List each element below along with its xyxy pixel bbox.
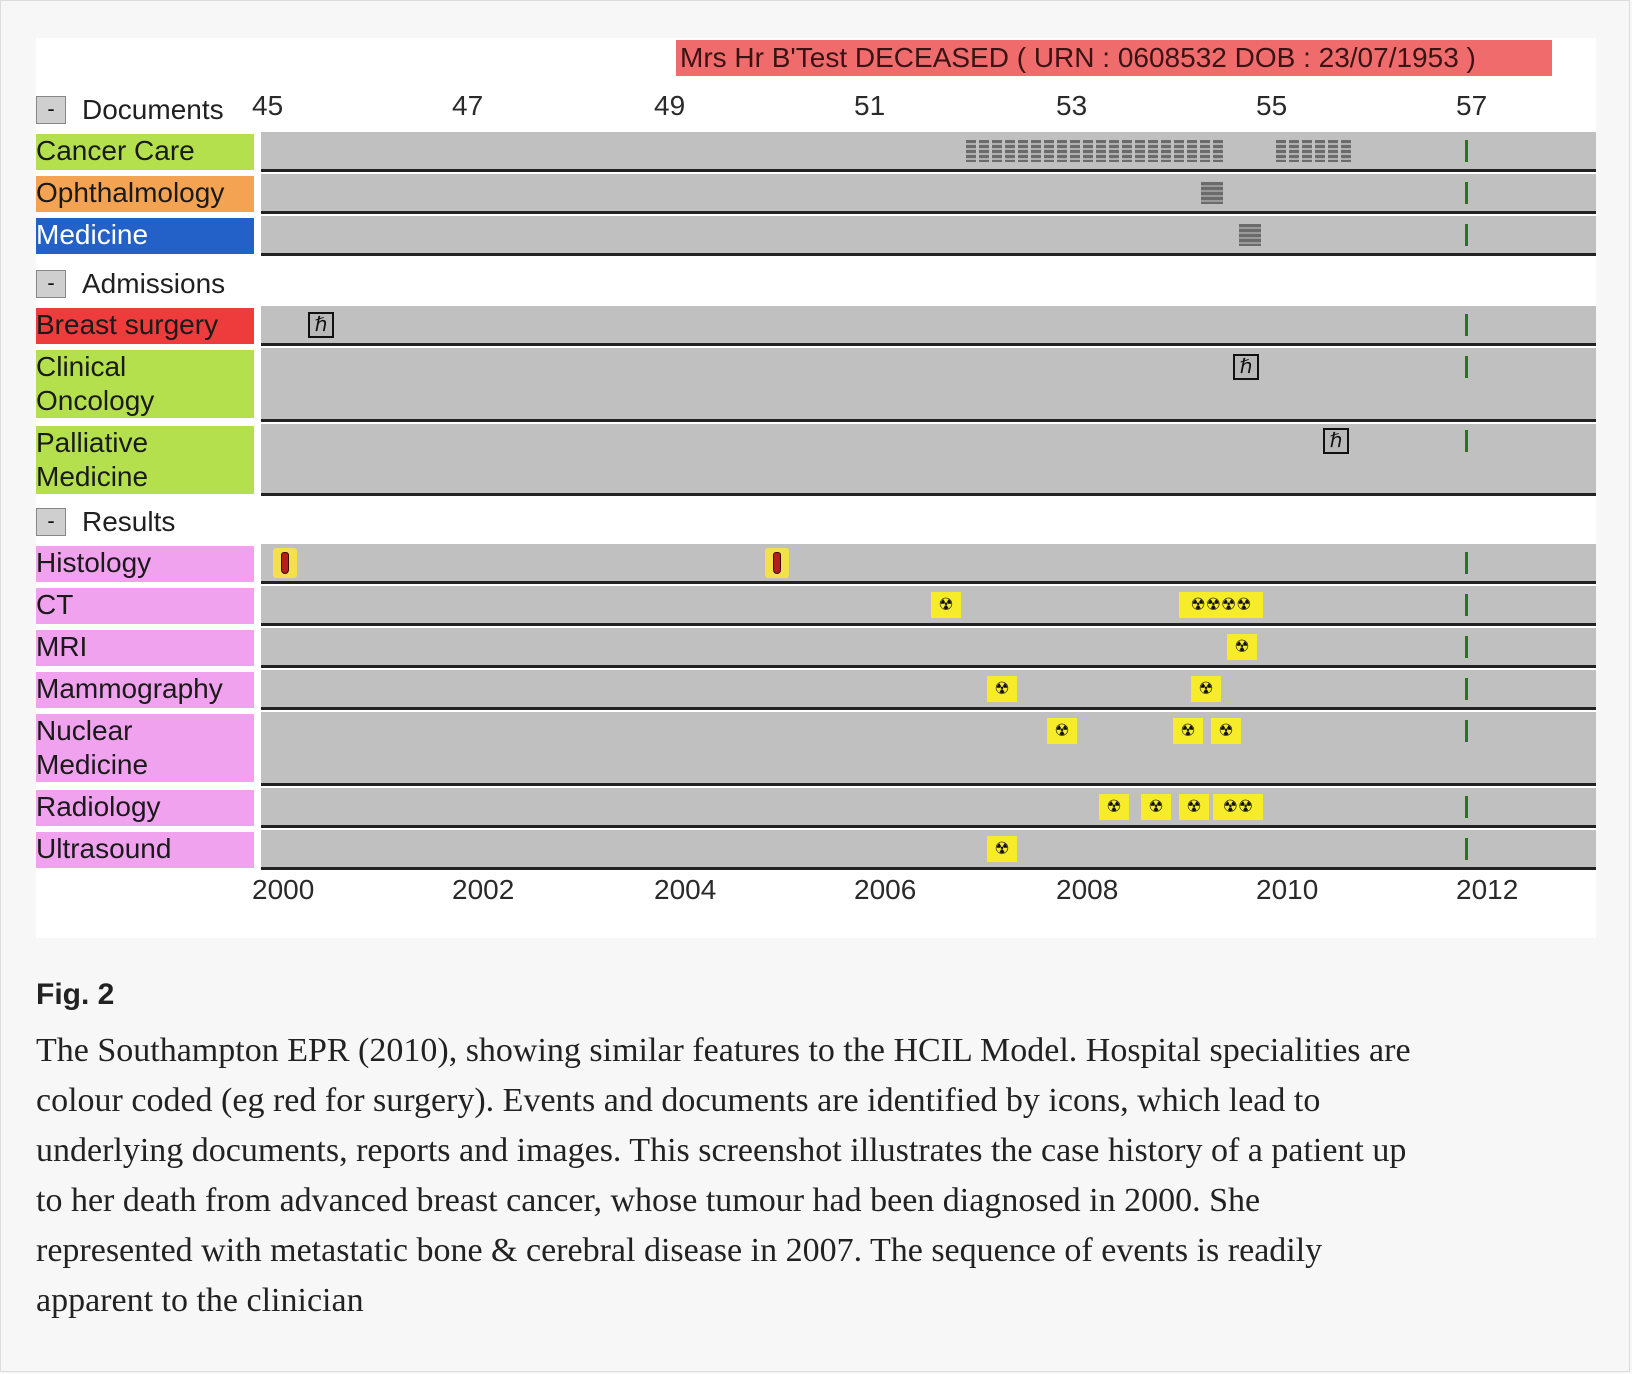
- document-icon[interactable]: [1239, 224, 1261, 246]
- row-label-line: Palliative: [36, 427, 149, 458]
- radiation-icon[interactable]: ☢: [1047, 718, 1077, 744]
- document-icon[interactable]: [1201, 182, 1223, 204]
- row-label-medicine: Medicine: [36, 218, 254, 254]
- sample-tube-icon[interactable]: [765, 548, 789, 578]
- row-label-radiology: Radiology: [36, 790, 254, 826]
- admissions-section-title: Admissions: [82, 268, 226, 299]
- collapse-admissions-button[interactable]: -: [36, 270, 66, 298]
- radiation-icon[interactable]: ☢: [931, 592, 961, 618]
- patient-banner[interactable]: Mrs Hr B'Test DECEASED ( URN : 0608532 D…: [676, 40, 1552, 76]
- row-label-line: Nuclear: [36, 715, 133, 746]
- radiation-icon[interactable]: ☢: [987, 836, 1017, 862]
- death-marker: [1465, 224, 1468, 246]
- track-mri: ☢: [261, 628, 1596, 668]
- track-radiology: ☢ ☢ ☢ ☢☢: [261, 788, 1596, 828]
- age-label: 53: [1056, 90, 1088, 121]
- row-label-line: Medicine: [36, 461, 149, 492]
- track-ultrasound: ☢: [261, 830, 1596, 870]
- row-label-mri: MRI: [36, 630, 254, 666]
- radiation-icon[interactable]: ☢: [1190, 595, 1206, 615]
- row-label-palliative-medicine: Palliative Medicine: [36, 426, 254, 494]
- death-marker: [1465, 796, 1468, 818]
- figure-caption-text: The Southampton EPR (2010), showing simi…: [36, 1032, 1411, 1319]
- death-marker: [1465, 140, 1468, 162]
- radiation-icon[interactable]: ☢: [1099, 794, 1129, 820]
- admission-icon[interactable]: ℏ: [1323, 428, 1349, 454]
- track-ct: ☢ ☢☢☢☢: [261, 586, 1596, 626]
- death-marker: [1465, 838, 1468, 860]
- document-icon[interactable]: [1276, 140, 1351, 162]
- track-mammography: ☢ ☢: [261, 670, 1596, 710]
- radiation-icon[interactable]: ☢: [1173, 718, 1203, 744]
- death-marker: [1465, 636, 1468, 658]
- age-label: 47: [452, 90, 484, 121]
- sample-tube-icon[interactable]: [273, 548, 297, 578]
- track-nuclear-medicine: ☢ ☢ ☢: [261, 712, 1596, 786]
- year-label: 2008: [1056, 874, 1119, 905]
- collapse-results-button[interactable]: -: [36, 508, 66, 536]
- death-marker: [1465, 678, 1468, 700]
- row-label-breast-surgery: Breast surgery: [36, 308, 254, 344]
- death-marker: [1465, 720, 1468, 742]
- collapse-documents-button[interactable]: -: [36, 96, 66, 124]
- row-label-ultrasound: Ultrasound: [36, 832, 254, 868]
- row-label-line: Medicine: [36, 749, 149, 780]
- row-label-ophthalmology: Ophthalmology: [36, 176, 254, 212]
- age-label: 51: [854, 90, 886, 121]
- age-label: 57: [1456, 90, 1488, 121]
- radiation-icon[interactable]: ☢: [1205, 595, 1221, 615]
- epr-timeline-screen: Mrs Hr B'Test DECEASED ( URN : 0608532 D…: [36, 38, 1596, 938]
- death-marker: [1465, 314, 1468, 336]
- row-label-histology: Histology: [36, 546, 254, 582]
- track-medicine: [261, 216, 1596, 256]
- radiation-icon[interactable]: ☢: [1211, 718, 1241, 744]
- row-label-line: Oncology: [36, 385, 155, 416]
- death-marker: [1465, 594, 1468, 616]
- year-label: 2002: [452, 874, 515, 905]
- age-label: 49: [654, 90, 686, 121]
- radiation-icon[interactable]: ☢: [1179, 794, 1209, 820]
- documents-section-title: Documents: [82, 94, 224, 125]
- figure-label: Fig. 2: [36, 978, 115, 1011]
- results-section-title: Results: [82, 506, 176, 537]
- track-breast-surgery: ℏ: [261, 306, 1596, 346]
- age-label: 55: [1256, 90, 1288, 121]
- row-label-cancer-care: Cancer Care: [36, 134, 254, 170]
- row-label-mammography: Mammography: [36, 672, 254, 708]
- admission-icon[interactable]: ℏ: [308, 312, 334, 338]
- radiation-icon[interactable]: ☢: [1221, 595, 1237, 615]
- year-label: 2010: [1256, 874, 1319, 905]
- radiation-icon-cluster[interactable]: ☢☢☢☢: [1179, 592, 1263, 618]
- radiation-icon[interactable]: ☢: [1141, 794, 1171, 820]
- track-cancer-care: [261, 132, 1596, 172]
- row-label-nuclear-medicine: Nuclear Medicine: [36, 714, 254, 782]
- track-histology: [261, 544, 1596, 584]
- death-marker: [1465, 552, 1468, 574]
- radiation-icon[interactable]: ☢: [987, 676, 1017, 702]
- year-label: 2006: [854, 874, 917, 905]
- year-label: 2004: [654, 874, 717, 905]
- radiation-icon-cluster[interactable]: ☢☢: [1213, 794, 1263, 820]
- death-marker: [1465, 430, 1468, 452]
- document-icon[interactable]: [966, 140, 1223, 162]
- figure-caption: Fig. 2 The Southampton EPR (2010), showi…: [36, 978, 1576, 1326]
- track-palliative-medicine: ℏ: [261, 424, 1596, 496]
- row-label-clinical-oncology: Clinical Oncology: [36, 350, 254, 418]
- radiation-icon[interactable]: ☢: [1222, 797, 1238, 817]
- radiation-icon[interactable]: ☢: [1238, 797, 1254, 817]
- track-clinical-oncology: ℏ: [261, 348, 1596, 422]
- row-label-line: Clinical: [36, 351, 127, 382]
- admission-icon[interactable]: ℏ: [1233, 354, 1259, 380]
- age-label: 45: [252, 90, 284, 121]
- year-label: 2012: [1456, 874, 1519, 905]
- death-marker: [1465, 356, 1468, 378]
- radiation-icon[interactable]: ☢: [1236, 595, 1252, 615]
- death-marker: [1465, 182, 1468, 204]
- radiation-icon[interactable]: ☢: [1191, 676, 1221, 702]
- row-label-ct: CT: [36, 588, 254, 624]
- radiation-icon[interactable]: ☢: [1227, 634, 1257, 660]
- year-label: 2000: [252, 874, 315, 905]
- track-ophthalmology: [261, 174, 1596, 214]
